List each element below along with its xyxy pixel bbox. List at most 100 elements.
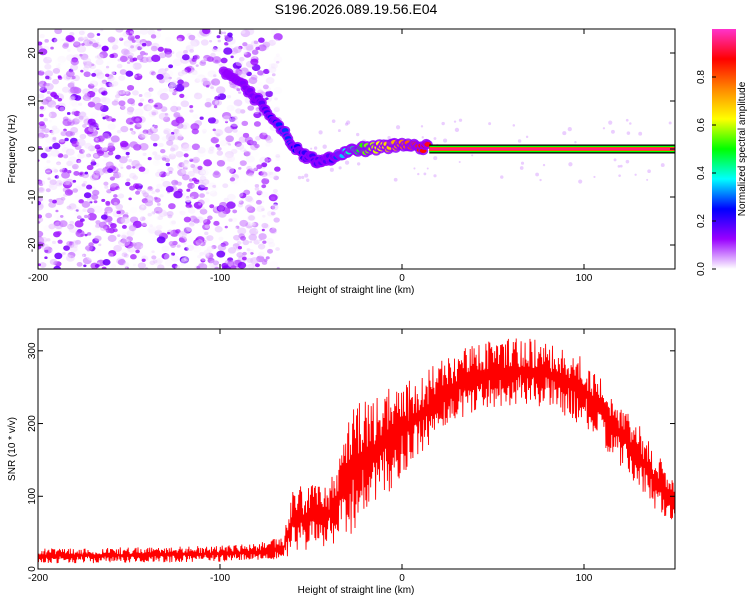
- snr-ytick-label: 0: [27, 566, 38, 572]
- noise-blob: [191, 64, 197, 69]
- noise-blob: [38, 126, 46, 134]
- noise-blob: [250, 58, 259, 66]
- noise-dot: [610, 129, 615, 134]
- noise-blob: [75, 252, 85, 260]
- noise-dot: [617, 165, 621, 168]
- noise-dot: [387, 136, 391, 140]
- noise-blob: [107, 234, 117, 242]
- noise-blob: [211, 78, 221, 86]
- noise-blob: [78, 111, 87, 118]
- noise-blob: [201, 77, 208, 83]
- noise-blob: [203, 249, 212, 256]
- noise-blob: [56, 199, 65, 206]
- noise-blob: [168, 170, 173, 174]
- noise-blob: [268, 171, 277, 179]
- noise-blob: [66, 240, 73, 247]
- noise-blob: [88, 126, 96, 133]
- noise-blob: [247, 220, 253, 225]
- noise-blob: [61, 171, 70, 179]
- noise-blob: [100, 214, 108, 220]
- noise-blob: [227, 143, 232, 146]
- noise-dot: [420, 125, 424, 128]
- noise-blob: [186, 244, 195, 252]
- noise-blob: [157, 264, 165, 269]
- noise-blob: [123, 89, 130, 95]
- noise-blob: [161, 178, 168, 184]
- noise-blob: [271, 73, 276, 77]
- noise-blob: [102, 158, 108, 162]
- noise-blob: [48, 183, 54, 188]
- noise-blob: [127, 245, 136, 253]
- heatmap-xtick-label: -200: [28, 273, 48, 284]
- noise-blob: [237, 261, 247, 269]
- noise-blob: [238, 56, 245, 62]
- noise-blob: [67, 251, 76, 259]
- noise-blob: [267, 170, 273, 175]
- noise-blob: [94, 248, 101, 254]
- noise-blob: [201, 77, 211, 86]
- noise-blob: [168, 241, 175, 247]
- noise-blob: [62, 154, 69, 159]
- noise-blob: [182, 166, 188, 171]
- noise-blob: [168, 135, 176, 142]
- noise-blob: [98, 243, 102, 247]
- noise-blob: [159, 88, 164, 92]
- noise-blob: [183, 242, 187, 245]
- noise-blob: [237, 227, 247, 235]
- noise-blob: [205, 147, 216, 155]
- noise-blob: [121, 185, 127, 190]
- noise-blob: [172, 91, 177, 96]
- noise-blob: [212, 128, 216, 132]
- noise-blob: [96, 261, 101, 265]
- noise-blob: [172, 58, 183, 66]
- noise-blob: [66, 205, 72, 210]
- noise-blob: [92, 226, 100, 233]
- noise-blob: [236, 88, 241, 92]
- noise-blob: [239, 71, 247, 78]
- noise-dot: [355, 132, 360, 137]
- noise-blob: [174, 84, 185, 92]
- noise-blob: [184, 30, 191, 36]
- noise-blob: [209, 248, 213, 252]
- noise-blob: [122, 217, 130, 224]
- noise-blob: [198, 169, 206, 176]
- noise-dot: [512, 124, 516, 127]
- noise-blob: [105, 202, 111, 207]
- noise-blob: [203, 186, 209, 191]
- noise-blob: [112, 119, 122, 127]
- noise-blob: [190, 71, 199, 78]
- noise-blob: [247, 264, 254, 269]
- noise-blob: [252, 108, 260, 114]
- noise-blob: [73, 206, 80, 212]
- noise-blob: [125, 151, 130, 156]
- noise-blob: [237, 241, 242, 245]
- noise-blob: [48, 198, 53, 203]
- noise-blob: [150, 133, 160, 142]
- snr-xtick-label: -100: [210, 573, 230, 584]
- noise-blob: [101, 97, 111, 105]
- noise-blob: [84, 171, 89, 175]
- noise-blob: [258, 243, 263, 247]
- noise-blob: [247, 105, 255, 111]
- noise-dot: [488, 122, 492, 126]
- noise-blob: [199, 60, 207, 66]
- noise-blob: [80, 53, 89, 61]
- noise-dot: [613, 158, 617, 162]
- noise-blob: [100, 89, 104, 93]
- noise-blob: [91, 87, 98, 93]
- noise-blob: [132, 62, 142, 70]
- noise-blob: [265, 142, 271, 147]
- noise-blob: [70, 127, 79, 134]
- noise-blob: [137, 217, 143, 221]
- colorbar-label: Normalized spectral amplitude: [737, 81, 748, 216]
- noise-blob: [169, 220, 176, 226]
- noise-blob: [266, 65, 271, 69]
- noise-blob: [170, 252, 176, 256]
- noise-dot: [578, 179, 583, 184]
- noise-dot: [471, 154, 474, 157]
- noise-blob: [56, 161, 61, 166]
- noise-dot: [356, 162, 361, 166]
- noise-blob: [182, 39, 190, 45]
- noise-blob: [206, 186, 216, 194]
